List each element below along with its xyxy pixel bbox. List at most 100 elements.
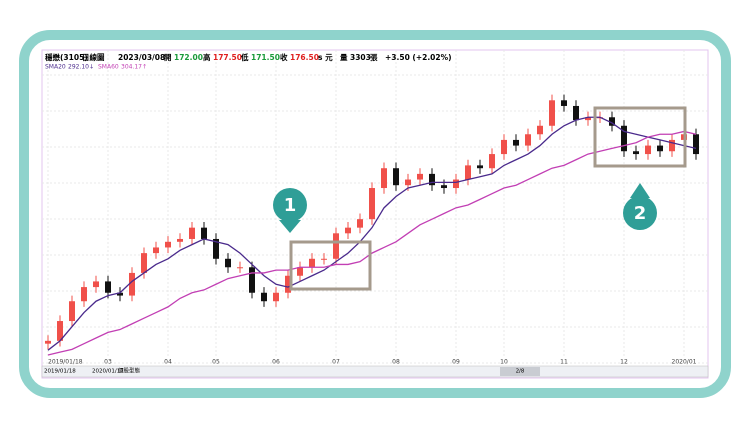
candle-body	[93, 281, 99, 288]
candle-body	[129, 272, 135, 296]
candle-body	[189, 227, 195, 239]
open-label: 開	[164, 53, 172, 62]
nav-end: 2020/01/17	[92, 369, 124, 375]
candle-body	[573, 105, 579, 121]
candle-body	[501, 139, 507, 155]
highlight-box	[289, 240, 372, 291]
navigator[interactable]	[41, 365, 709, 378]
candle-body	[561, 100, 567, 106]
candle-body	[333, 233, 339, 259]
x-tick-label: 05	[212, 359, 220, 366]
volume-label: 量	[340, 52, 348, 62]
candle-body	[225, 258, 231, 268]
x-tick-label: 06	[272, 359, 280, 366]
navigator-thumb[interactable]	[500, 367, 540, 376]
candle-body	[357, 219, 363, 228]
marker-pointer	[279, 220, 301, 233]
candle-body	[633, 151, 639, 155]
candle-body	[273, 292, 279, 302]
unit: s 元	[318, 53, 333, 62]
candle-body	[153, 247, 159, 254]
x-tick-label: 04	[164, 359, 172, 366]
candle-body	[213, 238, 219, 259]
candle-body	[405, 179, 411, 186]
candle-body	[525, 134, 531, 146]
candle-body	[345, 227, 351, 234]
volume: 3303	[350, 53, 371, 62]
highlight-box	[593, 106, 687, 168]
candle-body	[441, 185, 447, 189]
marker-label: 1	[284, 195, 297, 216]
legend: SMA20 292.10↓ SMA60 304.17↑	[45, 64, 147, 71]
candle-body	[381, 168, 387, 189]
date: 2023/03/08	[118, 53, 165, 62]
candle-body	[81, 287, 87, 302]
candle-body	[369, 188, 375, 220]
x-tick-label: 2020/01	[672, 359, 697, 366]
candle-body	[177, 238, 183, 242]
ma-line	[47, 116, 697, 351]
candle-body	[105, 281, 111, 293]
candle-body	[549, 100, 555, 126]
change: +3.50 (+2.02%)	[385, 53, 452, 62]
legend-name: SMA60	[98, 64, 119, 71]
low-label: 低	[240, 52, 249, 62]
candle-body	[513, 139, 519, 146]
candle-body	[585, 117, 591, 121]
high-label: 高	[203, 52, 211, 62]
candle-body	[537, 125, 543, 135]
candle-body	[393, 168, 399, 186]
candle-body	[693, 134, 699, 155]
candle-body	[45, 340, 51, 344]
x-tick-label: 07	[332, 359, 340, 366]
header: 穩懋(3105) 日線圖 2023/03/08 開 172.00 高 177.5…	[45, 52, 452, 62]
marker-label: 2	[634, 203, 647, 224]
nav-pattern: 個股型態	[118, 367, 141, 375]
candle-body	[297, 267, 303, 276]
x-tick-label: 09	[452, 359, 460, 366]
candle-body	[621, 125, 627, 152]
candle-body	[609, 117, 615, 126]
candle-body	[237, 267, 243, 269]
marker	[273, 188, 307, 222]
candle-body	[669, 139, 675, 152]
x-tick-label: 03	[104, 359, 112, 366]
volume-unit: 張	[370, 53, 378, 62]
x-tick-label: 08	[392, 359, 400, 366]
candle-body	[465, 165, 471, 180]
candle-body	[249, 267, 255, 293]
candle-body	[453, 179, 459, 189]
candle-body	[201, 227, 207, 239]
x-tick-label: 11	[560, 359, 568, 366]
candle-body	[57, 321, 63, 341]
plot	[45, 94, 699, 356]
legend-value: 292.10↓	[68, 64, 94, 71]
candle-body	[645, 145, 651, 155]
close-label: 收	[280, 52, 288, 62]
ma-line	[47, 130, 697, 356]
legend-value: 304.17↑	[121, 64, 147, 71]
candle-body	[309, 258, 315, 268]
candle-body	[417, 173, 423, 180]
high: 177.50	[213, 53, 242, 62]
candle-body	[657, 145, 663, 152]
period: 日線圖	[82, 52, 105, 62]
legend-name: SMA20	[45, 64, 66, 71]
stock: 穩懋(3105)	[45, 52, 88, 62]
candle-body	[69, 301, 75, 322]
candle-body	[141, 253, 147, 273]
marker	[623, 196, 657, 230]
nav-start: 2019/01/18	[44, 369, 76, 375]
x-tick-label: 2019/01/18	[48, 359, 83, 366]
candle-body	[429, 173, 435, 186]
close: 176.50	[290, 53, 319, 62]
candle-body	[117, 292, 123, 296]
nav-page: 2/8	[516, 369, 525, 375]
candle-body	[261, 292, 267, 302]
open: 172.00	[174, 53, 203, 62]
candle-body	[489, 154, 495, 169]
low: 171.50	[251, 53, 280, 62]
candle-body	[321, 258, 327, 260]
navigator-labels: 2019/01/18 2020/01/17 個股型態 2/8	[44, 367, 525, 375]
